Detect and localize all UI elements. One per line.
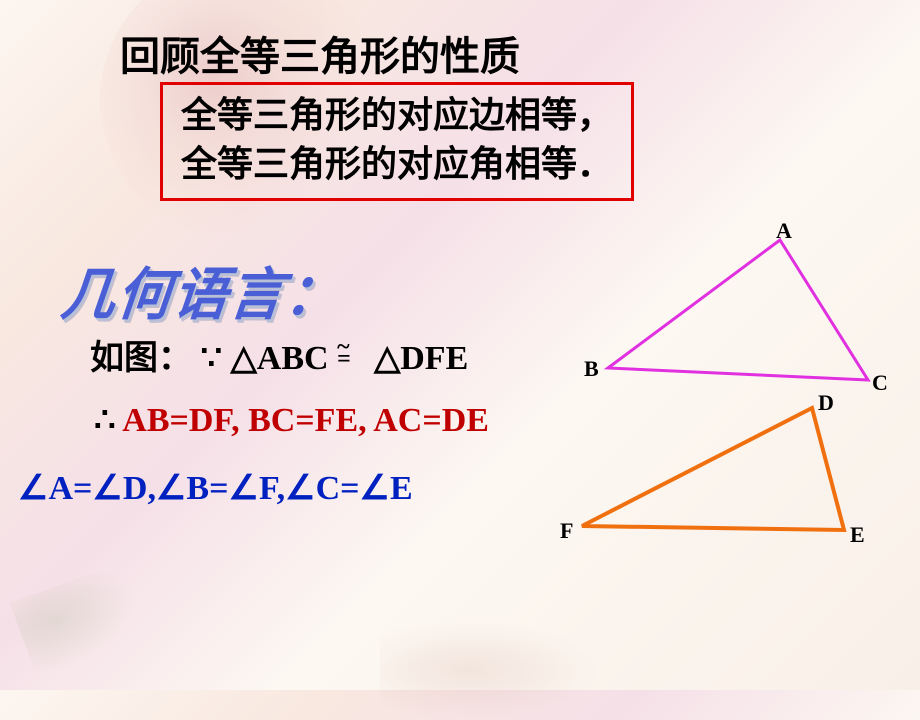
property-line-1: 全等三角形的对应边相等， <box>181 91 613 140</box>
congruent-symbol <box>337 346 357 376</box>
sides-equal: AB=DF, BC=FE, AC=DE <box>116 402 489 439</box>
property-box: 全等三角形的对应边相等， 全等三角形的对应角相等． <box>160 82 634 201</box>
given-statement: 如图： ∵ △ABC △DFE <box>90 330 468 379</box>
triangle-symbol: △ <box>374 340 400 377</box>
vertex-b: B <box>584 356 599 382</box>
triangle-dfe-svg <box>568 398 878 548</box>
triangle-abc-svg <box>590 228 890 388</box>
triangle-dfe-shape <box>582 408 844 530</box>
triangle-abc-shape <box>608 240 868 380</box>
slide-content: 回顾全等三角形的性质 全等三角形的对应边相等， 全等三角形的对应角相等． 几何语… <box>0 0 920 690</box>
because-symbol: ∵ <box>201 340 223 377</box>
triangle-abc: A B C <box>590 228 890 388</box>
property-line-2: 全等三角形的对应角相等． <box>181 140 613 189</box>
triangle-symbol: △ <box>231 340 257 377</box>
vertex-a: A <box>776 218 792 244</box>
triangle-lhs: ABC <box>257 340 329 377</box>
triangle-rhs: DFE <box>400 340 468 377</box>
therefore-symbol: ∴ <box>94 402 116 439</box>
vertex-d: D <box>818 390 834 416</box>
prefix-text: 如图： <box>90 340 192 377</box>
vertex-f: F <box>560 518 573 544</box>
triangle-dfe: D F E <box>568 398 878 548</box>
vertex-e: E <box>850 522 865 548</box>
geometry-language-label: 几何语言： <box>58 248 347 331</box>
angles-equal: ∠A=∠D,∠B=∠F,∠C=∠E <box>18 468 413 508</box>
page-title: 回顾全等三角形的性质 <box>120 24 520 82</box>
therefore-sides: ∴ AB=DF, BC=FE, AC=DE <box>94 400 489 440</box>
vertex-c: C <box>872 370 888 396</box>
